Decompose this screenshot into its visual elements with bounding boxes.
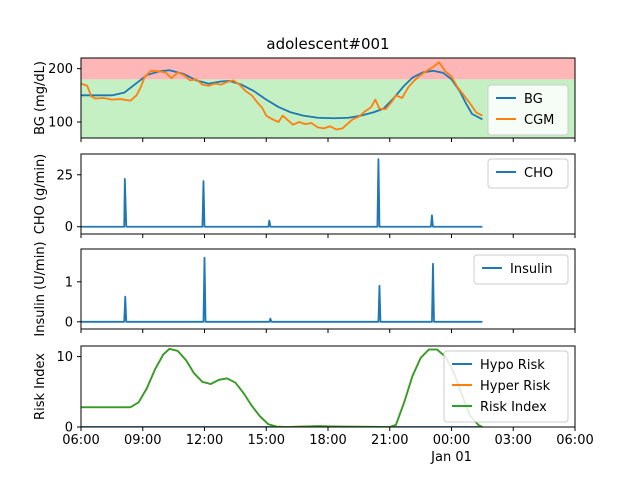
panel-cho: 0 25 CHO (g/min) CHO: [33, 153, 576, 238]
ytick-label-bg-1: 200: [48, 62, 73, 77]
chart-title: adolescent#001: [266, 35, 389, 53]
xtick-label-6: 00:00: [433, 433, 470, 448]
xtick-label-7: 03:00: [495, 433, 532, 448]
legend-insulin: Insulin: [473, 254, 569, 285]
xtick-label-3: 15:00: [248, 433, 285, 448]
xtick-label-2: 12:00: [186, 433, 223, 448]
series-line-insulin-0: [81, 256, 483, 323]
xtick-label-8: 06:00: [556, 433, 593, 448]
legend-box-cho: [487, 158, 569, 189]
series-line-bg-1: [81, 61, 483, 131]
band-bg-1: [81, 58, 575, 80]
legend-risk: Hypo Risk Hyper Risk Risk Index: [443, 350, 569, 423]
legend-box-risk: [443, 350, 569, 423]
xtick-label-1: 09:00: [124, 433, 161, 448]
ytick-label-risk-0: 0: [65, 421, 73, 436]
ylabel-risk: Risk Index: [33, 353, 48, 420]
series-line-cho-0: [81, 158, 483, 228]
legend-box-insulin: [473, 254, 569, 285]
legend-label-insulin-0: Insulin: [510, 262, 553, 277]
xtick-date-label: Jan 01: [430, 450, 472, 465]
ytick-label-insulin-0: 0: [65, 315, 73, 330]
ytick-label-cho-0: 0: [65, 220, 73, 235]
legend-bg: BG CGM: [487, 84, 569, 136]
ylabel-cho: CHO (g/min): [33, 154, 48, 235]
xtick-label-4: 18:00: [309, 433, 346, 448]
series-line-risk-1: [81, 347, 483, 427]
ytick-label-risk-1: 10: [56, 350, 73, 365]
legend-label-risk-2: Risk Index: [480, 400, 547, 415]
xtick-label-0: 06:00: [62, 433, 99, 448]
legend-label-risk-0: Hypo Risk: [480, 358, 545, 373]
ytick-label-cho-1: 25: [56, 168, 73, 183]
ylabel-insulin: Insulin (U/min): [33, 241, 48, 336]
legend-label-cho-0: CHO: [524, 166, 553, 181]
legend-label-bg-1: CGM: [524, 113, 554, 128]
legend-cho: CHO: [487, 158, 569, 189]
xtick-label-5: 21:00: [371, 433, 408, 448]
panel-risk: 0 10 06:00 09:00 12:00 15:00 18:00 21:00 00:00 03…: [33, 345, 594, 465]
ylabel-bg: BG (mg/dL): [33, 61, 48, 135]
ytick-label-insulin-1: 1: [65, 275, 73, 290]
series-line-bg-0: [81, 69, 483, 121]
series-line-risk-2: [81, 347, 483, 427]
legend-label-risk-1: Hyper Risk: [480, 379, 551, 394]
legend-label-bg-0: BG: [524, 92, 543, 107]
panel-insulin: 0 1 Insulin (U/min) Insulin: [33, 241, 576, 337]
ytick-label-bg-0: 100: [48, 116, 73, 131]
